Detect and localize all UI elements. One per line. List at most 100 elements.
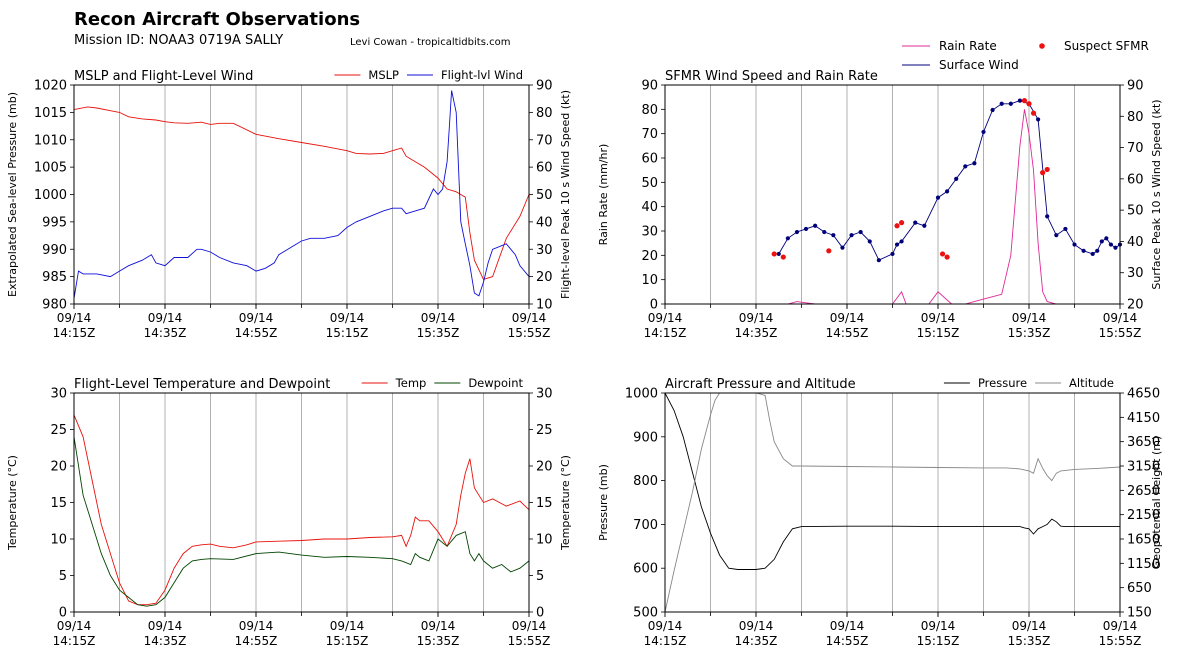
y-tick-label-5: 25 xyxy=(50,423,67,438)
y-right-tick-label-1: 5 xyxy=(536,569,544,584)
y-right-tick-label-4: 20 xyxy=(536,460,553,475)
legend-label-dewpoint: Dewpoint xyxy=(468,376,523,390)
y-right-tick-label-1: 650 xyxy=(1127,581,1152,596)
y-right-tick-label-4: 60 xyxy=(1127,172,1144,187)
y-tick-label-5: 1000 xyxy=(625,387,658,402)
x-tick-date-3: 09/14 xyxy=(921,311,956,325)
mission-id: Mission ID: NOAA3 0719A SALLY xyxy=(74,33,283,48)
panel-title: Flight-Level Temperature and Dewpoint xyxy=(74,377,330,392)
surface-wind-point-25 xyxy=(1008,101,1013,106)
y-tick-label-2: 20 xyxy=(641,249,658,264)
surface-wind-point-21 xyxy=(972,161,977,166)
surface-wind-point-5 xyxy=(822,229,827,235)
y-right-axis-label: Temperature (°C) xyxy=(559,455,572,551)
surface-wind-point-29 xyxy=(1045,214,1050,219)
y-tick-label-8: 1020 xyxy=(34,79,67,94)
surface-wind-point-20 xyxy=(963,164,968,169)
x-tick-time-0: 14:15Z xyxy=(644,326,687,340)
x-tick-time-4: 15:35Z xyxy=(1008,634,1051,648)
x-tick-time-3: 15:15Z xyxy=(326,634,369,648)
surface-wind-point-36 xyxy=(1099,239,1104,244)
surface-wind-point-16 xyxy=(922,223,927,228)
surface-wind-point-11 xyxy=(876,258,881,263)
legend-label-altitude: Altitude xyxy=(1069,376,1114,390)
surface-wind-point-35 xyxy=(1095,248,1100,253)
legend-rain-rate-label: Rain Rate xyxy=(939,39,997,53)
x-tick-date-3: 09/14 xyxy=(330,619,365,633)
y-tick-label-4: 1000 xyxy=(34,188,67,203)
y-right-tick-label-6: 3150 xyxy=(1127,460,1160,475)
x-tick-time-4: 15:35Z xyxy=(1008,326,1051,340)
series-line-mslp xyxy=(73,106,530,280)
y-tick-label-6: 60 xyxy=(641,152,658,167)
x-tick-date-3: 09/14 xyxy=(330,311,365,325)
panel-title: SFMR Wind Speed and Rain Rate xyxy=(665,69,878,84)
surface-wind-point-38 xyxy=(1108,242,1113,247)
surface-wind-point-6 xyxy=(831,233,836,238)
y-tick-label-3: 30 xyxy=(641,225,658,240)
surface-wind-point-24 xyxy=(999,101,1004,106)
y-tick-label-6: 30 xyxy=(50,387,67,402)
legend-surface-wind-label: Surface Wind xyxy=(939,58,1019,72)
surface-wind-point-15 xyxy=(913,220,918,225)
legend-label-flight-lvl-wind: Flight-lvl Wind xyxy=(441,68,523,82)
surface-wind-point-2 xyxy=(794,229,800,235)
suspect-sfmr-point-11 xyxy=(1044,166,1050,173)
y-right-tick-label-2: 10 xyxy=(536,533,553,548)
legend-label-pressure: Pressure xyxy=(978,376,1027,390)
panel-pressure-altitude: 500 600 700 800 900 1000 150 650 1150 1650 2150 265… xyxy=(597,376,1163,648)
x-tick-time-3: 15:15Z xyxy=(326,326,369,340)
x-tick-time-4: 15:35Z xyxy=(417,634,460,648)
x-tick-date-4: 09/14 xyxy=(421,311,456,325)
y-right-tick-label-3: 1650 xyxy=(1127,533,1160,548)
y-tick-label-3: 800 xyxy=(633,474,658,489)
x-tick-time-0: 14:15Z xyxy=(53,326,96,340)
panel-mslp-wind: 9809859909951000100510101015102010203040… xyxy=(6,68,572,340)
suspect-sfmr-point-4 xyxy=(899,220,905,226)
x-tick-time-0: 14:15Z xyxy=(644,634,687,648)
y-tick-label-2: 10 xyxy=(50,533,67,548)
x-tick-date-2: 09/14 xyxy=(239,311,274,325)
surface-wind-point-34 xyxy=(1090,251,1095,257)
y-tick-label-2: 700 xyxy=(633,518,658,533)
x-tick-time-0: 14:15Z xyxy=(53,634,96,648)
y-axis-label: Extrapolated Sea-level Pressure (mb) xyxy=(6,92,19,297)
y-tick-label-9: 90 xyxy=(641,79,658,94)
y-right-axis-label: Surface Peak 10 s Wind Speed (kt) xyxy=(1150,99,1163,289)
x-tick-date-3: 09/14 xyxy=(921,619,956,633)
plot-frame xyxy=(664,84,1121,305)
y-axis-label: Rain Rate (mm/hr) xyxy=(597,144,610,246)
surface-wind-point-4 xyxy=(813,223,818,228)
panel-sfmr-rain: 0 10 20 30 40 50 60 70 80 90 20 30 40 50 60 70 80 90 09/14… xyxy=(597,69,1163,340)
y-right-tick-label-5: 25 xyxy=(536,423,553,438)
y-right-tick-label-8: 90 xyxy=(536,79,553,94)
y-tick-label-0: 0 xyxy=(59,606,67,621)
y-right-tick-label-0: 0 xyxy=(536,606,544,621)
x-tick-date-4: 09/14 xyxy=(1012,619,1047,633)
y-right-tick-label-3: 40 xyxy=(536,215,553,230)
y-right-tick-label-4: 50 xyxy=(536,188,553,203)
surface-wind-point-9 xyxy=(858,229,863,235)
y-right-tick-label-1: 20 xyxy=(536,270,553,285)
y-axis-label: Temperature (°C) xyxy=(6,455,19,551)
panel-temp-dewpoint: 05101520253005101520253009/1414:15Z09/14… xyxy=(6,376,572,648)
x-tick-time-5: 15:55Z xyxy=(508,634,551,648)
surface-wind-point-13 xyxy=(894,242,900,247)
y-right-tick-label-8: 4150 xyxy=(1127,411,1160,426)
y-right-tick-label-2: 30 xyxy=(536,243,553,258)
x-tick-date-1: 09/14 xyxy=(148,619,183,633)
plot-frame xyxy=(664,392,1121,613)
suspect-sfmr-point-8 xyxy=(1026,101,1032,107)
surface-wind-point-30 xyxy=(1054,233,1059,238)
suspect-sfmr-point-7 xyxy=(1021,98,1028,104)
surface-wind-point-28 xyxy=(1036,117,1041,122)
y-tick-label-3: 15 xyxy=(50,496,67,511)
y-right-tick-label-5: 2650 xyxy=(1127,484,1160,499)
x-tick-date-1: 09/14 xyxy=(739,619,774,633)
y-right-tick-label-9: 4650 xyxy=(1127,387,1160,402)
y-tick-label-4: 40 xyxy=(641,200,658,215)
y-right-tick-label-7: 3650 xyxy=(1127,435,1160,450)
series-line-surface-wind xyxy=(778,100,1121,261)
x-tick-time-1: 14:35Z xyxy=(144,326,187,340)
surface-wind-point-33 xyxy=(1081,248,1086,253)
